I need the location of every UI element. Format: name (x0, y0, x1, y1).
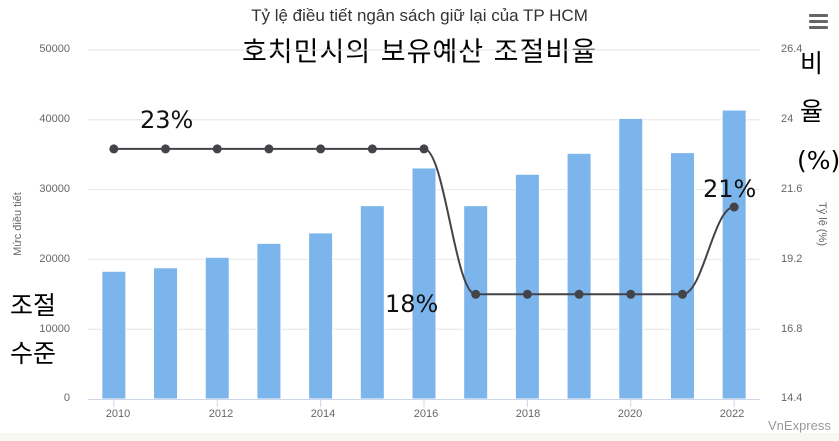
left-axis-label: Mức điều tiết (11, 192, 24, 256)
right-tick: 16.8 (781, 323, 803, 335)
bar[interactable] (514, 173, 540, 400)
rate-line (113, 147, 735, 296)
rate-point[interactable] (677, 289, 687, 299)
bar[interactable] (463, 205, 489, 400)
chart-overlay-title: 호치민시의 보유예산 조절비율 (241, 37, 598, 68)
rate-point[interactable] (316, 144, 326, 154)
rate-point[interactable] (574, 289, 584, 299)
x-tick: 2020 (617, 408, 643, 420)
footer-strip (0, 433, 839, 441)
rate-point[interactable] (212, 144, 222, 154)
bar[interactable] (153, 267, 179, 400)
rate-point[interactable] (109, 144, 119, 154)
bar[interactable] (204, 256, 230, 400)
rate-point[interactable] (522, 289, 532, 299)
rate-point[interactable] (419, 144, 429, 154)
rate-point[interactable] (729, 202, 739, 212)
right-tick: 19.2 (781, 253, 803, 265)
bar[interactable] (256, 242, 282, 400)
left-tick: 10000 (39, 323, 70, 335)
right-overlay-label: 비 (800, 49, 824, 78)
hamburger-menu-icon[interactable] (809, 14, 828, 30)
credit-label[interactable]: VnExpress (768, 418, 831, 433)
right-overlay-label: (%) (797, 146, 839, 175)
left-tick: 30000 (39, 183, 70, 195)
bar[interactable] (566, 152, 592, 400)
bar[interactable] (308, 232, 334, 400)
x-tick: 2014 (310, 408, 336, 420)
chart-title: Tỷ lệ điều tiết ngân sách giữ lại của TP… (251, 6, 588, 25)
rate-point[interactable] (626, 289, 636, 299)
bar[interactable] (721, 109, 747, 400)
rate-point[interactable] (161, 144, 171, 154)
x-tick: 2012 (208, 408, 234, 420)
x-tick: 2016 (413, 408, 439, 420)
left-tick: 50000 (39, 43, 70, 55)
rate-point[interactable] (471, 289, 481, 299)
left-tick: 20000 (39, 253, 70, 265)
right-tick: 21.6 (781, 183, 803, 195)
bar[interactable] (669, 152, 695, 400)
bar[interactable] (359, 205, 385, 400)
annotation-18-percent: 18% (385, 290, 439, 318)
x-tick: 2018 (515, 408, 541, 420)
x-tick: 2010 (105, 408, 131, 420)
right-overlay-label: 율 (800, 97, 824, 126)
annotation-21-percent: 21% (703, 175, 757, 203)
rate-point[interactable] (367, 144, 377, 154)
left-tick: 0 (63, 392, 70, 404)
annotation-23-percent: 23% (140, 106, 194, 134)
rate-point[interactable] (264, 144, 274, 154)
bar[interactable] (618, 117, 644, 400)
right-tick: 26.4 (781, 43, 803, 55)
x-tick: 2022 (719, 408, 745, 420)
right-axis-label: Tỷ lệ (%) (816, 202, 828, 246)
right-tick: 14.4 (781, 392, 803, 404)
bar[interactable] (411, 167, 437, 400)
bar[interactable] (101, 270, 127, 400)
left-overlay-label: 조절 (10, 291, 57, 320)
left-overlay-label: 수준 (10, 339, 57, 368)
left-tick: 40000 (39, 113, 70, 125)
right-tick: 24 (781, 113, 794, 125)
